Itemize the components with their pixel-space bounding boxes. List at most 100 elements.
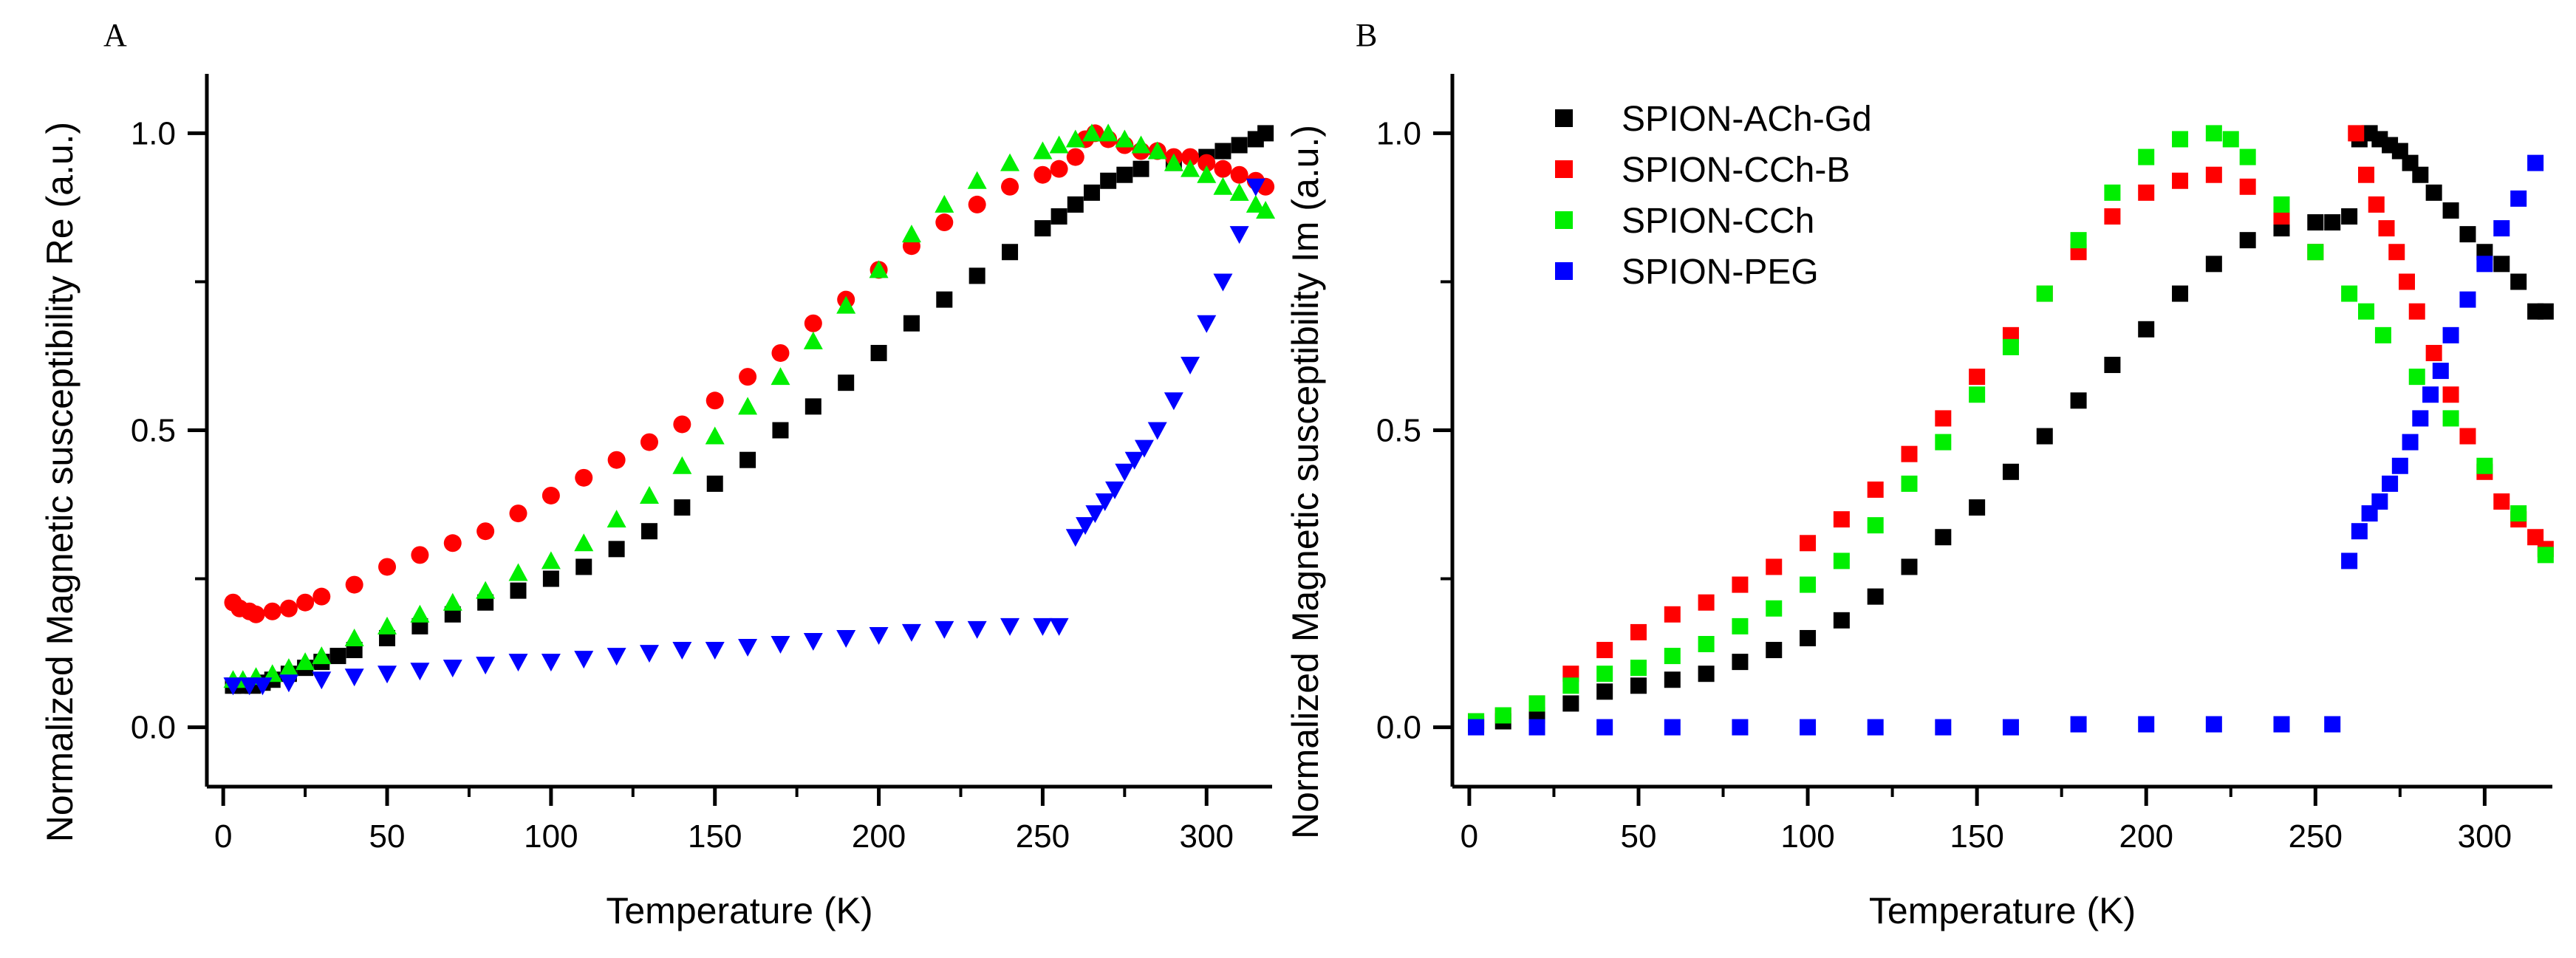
data-point xyxy=(2002,463,2019,480)
data-point xyxy=(443,660,462,678)
data-point xyxy=(312,671,332,690)
data-point xyxy=(639,485,659,504)
data-point xyxy=(575,558,592,575)
data-point xyxy=(410,604,430,623)
panel-a-x-tick-label: 150 xyxy=(688,818,742,855)
data-point xyxy=(903,315,920,332)
data-point xyxy=(1867,517,1884,534)
data-point xyxy=(2510,273,2527,290)
data-point xyxy=(1065,129,1085,148)
data-point xyxy=(2368,196,2385,213)
data-point xyxy=(1833,511,1850,528)
data-point xyxy=(608,541,625,558)
data-point xyxy=(1867,719,1884,736)
data-point xyxy=(2412,410,2429,427)
data-point xyxy=(1066,148,1084,166)
panel-a-x-tick-label: 0 xyxy=(214,818,232,855)
data-point xyxy=(2307,214,2324,231)
panel-b-y-tick-label: 0.0 xyxy=(1376,710,1421,746)
data-point xyxy=(2138,716,2155,733)
data-point xyxy=(1596,719,1613,736)
panel-a-y-tick-label: 0.5 xyxy=(131,413,176,449)
data-point xyxy=(1085,505,1105,524)
data-point xyxy=(2537,547,2554,564)
data-point xyxy=(1082,123,1101,142)
data-point xyxy=(510,582,527,599)
data-point xyxy=(771,636,790,654)
panel-a-x-tick-label: 50 xyxy=(369,818,406,855)
data-point xyxy=(1049,617,1069,636)
panel-a-series-spion-cch-b xyxy=(224,124,1275,623)
panel-a-y-axis-title: Normalized Magnetic susceptibility Re (a… xyxy=(39,122,81,842)
data-point xyxy=(2138,148,2155,165)
data-point xyxy=(1935,410,1952,427)
data-point xyxy=(2402,434,2419,451)
data-point xyxy=(1095,493,1115,511)
data-point xyxy=(2172,285,2189,302)
data-point xyxy=(739,368,757,386)
legend-label: SPION-ACh-Gd xyxy=(1622,100,1872,139)
data-point xyxy=(541,551,561,569)
data-point xyxy=(2324,716,2341,733)
data-point xyxy=(1766,642,1783,659)
data-point xyxy=(223,677,243,696)
data-point xyxy=(575,468,593,487)
data-point xyxy=(1147,141,1167,160)
data-point xyxy=(2070,716,2087,733)
data-point xyxy=(2425,344,2442,361)
data-point xyxy=(935,213,954,232)
data-point xyxy=(377,616,397,634)
data-point xyxy=(239,677,259,696)
data-point xyxy=(1197,315,1217,333)
data-point xyxy=(804,398,821,415)
data-point xyxy=(674,499,691,516)
data-point xyxy=(607,451,626,469)
data-point xyxy=(508,654,528,672)
data-point xyxy=(639,645,659,663)
data-point xyxy=(771,343,790,362)
data-point xyxy=(1562,695,1579,712)
data-point xyxy=(1562,677,1579,694)
panel-b-x-tick-label: 100 xyxy=(1780,818,1834,855)
data-point xyxy=(2070,392,2087,409)
legend-label: SPION-PEG xyxy=(1622,253,1819,292)
data-point xyxy=(1214,143,1231,160)
data-point xyxy=(2239,232,2256,249)
data-point xyxy=(673,415,691,434)
data-point xyxy=(2459,291,2476,308)
data-point xyxy=(870,344,887,361)
data-point xyxy=(574,651,594,669)
data-point xyxy=(1214,160,1232,178)
data-point xyxy=(836,629,856,648)
data-point xyxy=(476,522,495,541)
data-point xyxy=(901,623,921,642)
data-point xyxy=(1732,719,1749,736)
panel-b-x-tick-label: 150 xyxy=(1950,818,2003,855)
data-point xyxy=(968,195,986,213)
panel-a-x-axis-title: Temperature (K) xyxy=(606,890,872,931)
data-point xyxy=(2398,273,2415,290)
data-point xyxy=(1766,600,1783,617)
data-point xyxy=(2341,208,2358,225)
data-point xyxy=(345,575,363,594)
data-point xyxy=(1181,357,1200,375)
data-point xyxy=(2476,256,2493,273)
legend-marker xyxy=(1555,211,1573,229)
data-point xyxy=(1147,422,1167,440)
data-point xyxy=(509,504,527,523)
legend-marker xyxy=(1555,160,1573,178)
data-point xyxy=(1231,137,1248,154)
legend-label: SPION-CCh-B xyxy=(1622,151,1850,190)
panel-a-y-tick-label: 1.0 xyxy=(131,115,176,151)
data-point xyxy=(705,642,725,660)
data-point xyxy=(344,628,364,646)
data-point xyxy=(1000,153,1020,171)
data-point xyxy=(541,486,560,504)
data-point xyxy=(2510,190,2527,207)
data-point xyxy=(2358,303,2375,320)
data-point xyxy=(2036,285,2053,302)
data-point xyxy=(804,314,822,332)
data-point xyxy=(508,563,528,581)
data-point xyxy=(1246,194,1265,213)
data-point xyxy=(640,433,658,451)
